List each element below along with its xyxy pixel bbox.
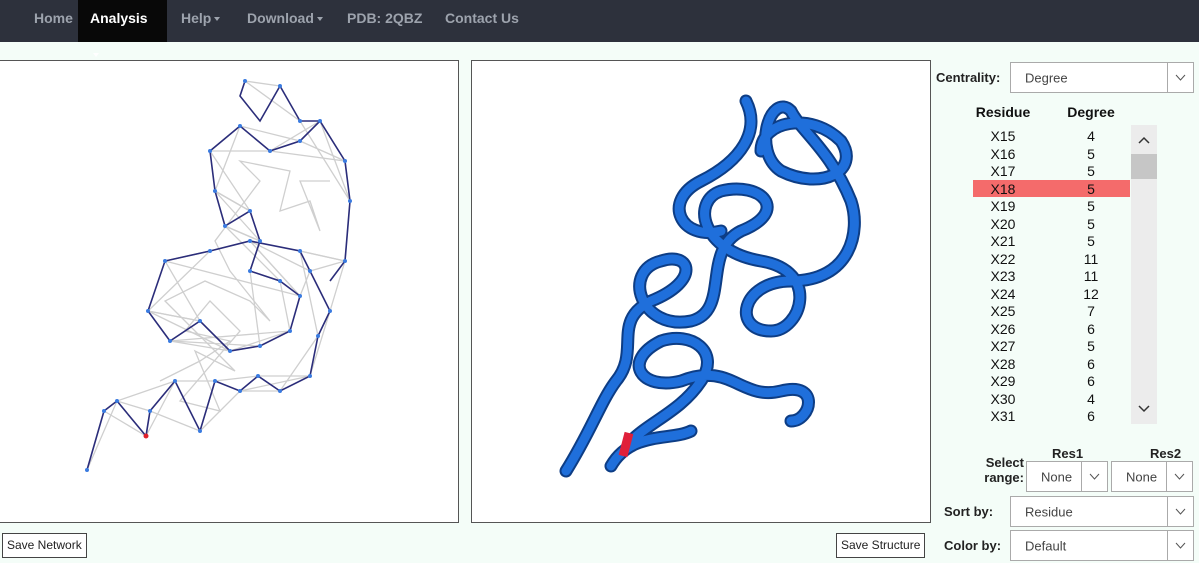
page: Home Analysis Help Download PDB: 2QBZ Co… <box>0 0 1199 562</box>
select-value: Residue <box>1025 504 1073 519</box>
scrollbar[interactable] <box>1131 125 1157 424</box>
select-value: None <box>1126 469 1157 484</box>
nav-text: Help <box>181 10 211 26</box>
select-range-label: Select range: <box>972 455 1024 485</box>
nav-home[interactable]: Home <box>22 0 85 42</box>
residue-cell: X24 <box>960 286 1046 302</box>
degree-cell: 5 <box>1048 338 1134 354</box>
save-network-button[interactable]: Save Network <box>2 533 87 558</box>
residue-cell: X28 <box>960 356 1046 372</box>
residue-cell: X16 <box>960 146 1046 162</box>
degree-cell: 5 <box>1048 163 1134 179</box>
color-by-label: Color by: <box>944 538 1001 553</box>
sort-by-label: Sort by: <box>944 504 993 519</box>
color-by-select[interactable]: Default <box>1010 530 1194 561</box>
residue-cell: X30 <box>960 391 1046 407</box>
degree-cell: 6 <box>1048 356 1134 372</box>
residue-cell: X23 <box>960 268 1046 284</box>
degree-cell: 5 <box>1048 216 1134 232</box>
res2-select[interactable]: None <box>1111 461 1193 492</box>
nav-help[interactable]: Help <box>169 0 232 42</box>
res1-select[interactable]: None <box>1026 461 1108 492</box>
residue-cell: X17 <box>960 163 1046 179</box>
res2-label: Res2 <box>1150 446 1181 461</box>
centrality-select[interactable]: Degree <box>1010 62 1194 93</box>
protein-ribbon <box>472 61 930 522</box>
structure-panel <box>471 60 931 523</box>
degree-cell: 5 <box>1048 146 1134 162</box>
select-value: Degree <box>1025 70 1068 85</box>
degree-cell: 11 <box>1048 251 1134 267</box>
residue-cell: X26 <box>960 321 1046 337</box>
residue-cell: X21 <box>960 233 1046 249</box>
centrality-label: Centrality: <box>936 70 1000 85</box>
res1-label: Res1 <box>1052 446 1083 461</box>
residue-cell: X19 <box>960 198 1046 214</box>
network-graph <box>0 61 458 522</box>
nav-analysis[interactable]: Analysis <box>78 0 167 42</box>
nav-pdb[interactable]: PDB: 2QBZ <box>335 0 434 42</box>
degree-cell: 6 <box>1048 408 1134 424</box>
column-header: Residue <box>960 104 1046 120</box>
residue-cell: X15 <box>960 128 1046 144</box>
nav-text: Analysis <box>90 10 148 26</box>
nav-text: Download <box>247 10 314 26</box>
select-value: Default <box>1025 538 1066 553</box>
degree-cell: 4 <box>1048 128 1134 144</box>
degree-cell: 6 <box>1048 321 1134 337</box>
degree-cell: 5 <box>1048 198 1134 214</box>
residue-cell: X25 <box>960 303 1046 319</box>
degree-cell: 5 <box>1048 233 1134 249</box>
degree-cell: 7 <box>1048 303 1134 319</box>
degree-cell: 6 <box>1048 373 1134 389</box>
column-header: Degree <box>1048 104 1134 120</box>
save-structure-button[interactable]: Save Structure <box>836 533 925 558</box>
degree-cell: 4 <box>1048 391 1134 407</box>
nav-contact[interactable]: Contact Us <box>433 0 531 42</box>
residue-cell: X27 <box>960 338 1046 354</box>
residue-cell: X18 <box>960 181 1046 197</box>
residue-cell: X29 <box>960 373 1046 389</box>
degree-cell: 11 <box>1048 268 1134 284</box>
navbar: Home Analysis Help Download PDB: 2QBZ Co… <box>0 0 1199 42</box>
sort-by-select[interactable]: Residue <box>1010 496 1194 527</box>
residue-cell: X20 <box>960 216 1046 232</box>
degree-cell: 5 <box>1048 181 1134 197</box>
degree-cell: 12 <box>1048 286 1134 302</box>
residue-cell: X31 <box>960 408 1046 424</box>
select-value: None <box>1041 469 1072 484</box>
residue-cell: X22 <box>960 251 1046 267</box>
nav-download[interactable]: Download <box>235 0 335 42</box>
network-panel <box>0 60 459 523</box>
